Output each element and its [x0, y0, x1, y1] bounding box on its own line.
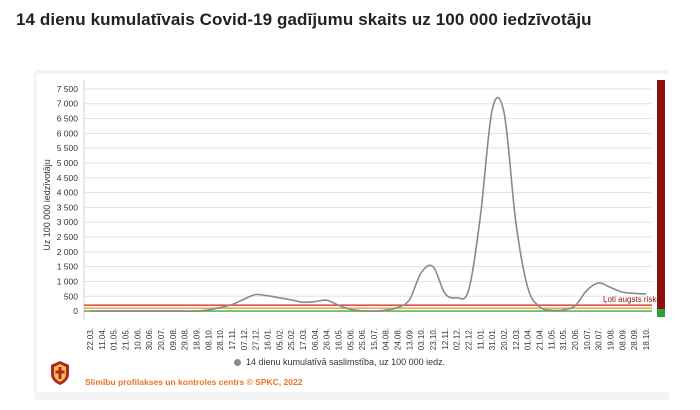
x-tick-label: 05.06.	[346, 328, 355, 350]
x-tick-label: 18.09.	[192, 328, 201, 350]
x-tick-label: 08.09.	[618, 328, 627, 350]
x-tick-label: 08.10.	[204, 328, 213, 350]
risk-bar-high	[657, 80, 665, 310]
chart-card	[37, 74, 669, 392]
grid-lines	[83, 80, 652, 320]
y-tick-labels: 0 500 1 000 1 500 2 000 2 500 3 000 3 500 4 000 4…	[57, 84, 79, 316]
x-tick-label: 11.05.	[547, 328, 556, 350]
x-tick-label: 20.07.	[157, 328, 166, 350]
x-tick-label: 01.05.	[110, 328, 119, 350]
y-tick-label: 6 000	[57, 128, 79, 138]
y-tick-label: 2 500	[57, 232, 79, 242]
legend-marker-icon	[234, 358, 241, 366]
y-tick-label: 5 500	[57, 143, 79, 153]
x-tick-label: 28.09.	[630, 328, 639, 350]
y-tick-label: 4 000	[57, 188, 79, 198]
x-tick-label: 22.12.	[465, 328, 474, 350]
y-tick-label: 0	[73, 306, 78, 316]
x-tick-label: 10.07.	[583, 328, 592, 350]
x-tick-label: 16.01.	[263, 328, 272, 350]
x-tick-label: 03.10.	[417, 328, 426, 350]
x-tick-label: 15.07.	[370, 328, 379, 350]
x-tick-label: 31.01.	[488, 328, 497, 350]
y-tick-label: 4 500	[57, 173, 79, 183]
x-tick-label: 07.12.	[240, 328, 249, 350]
x-tick-label: 06.04.	[311, 328, 320, 350]
y-tick-label: 7 500	[57, 84, 79, 94]
x-tick-label: 11.01.	[476, 328, 485, 350]
risk-bar-low	[657, 309, 665, 318]
x-tick-label: 12.11.	[441, 328, 450, 350]
x-tick-label: 20.06.	[571, 328, 580, 350]
y-tick-label: 3 500	[57, 202, 79, 212]
x-tick-label: 31.05.	[559, 328, 568, 350]
x-tick-label: 10.06.	[133, 328, 142, 350]
x-tick-labels: 22.03. 11.04. 01.05. 21.05. 10.06. 30.06. 20.0…	[86, 328, 651, 350]
x-tick-label: 30.07.	[595, 328, 604, 350]
x-tick-label: 17.03.	[299, 328, 308, 350]
x-tick-label: 25.02.	[287, 328, 296, 350]
x-tick-label: 23.10.	[429, 328, 438, 350]
x-tick-label: 29.08.	[181, 328, 190, 350]
x-tick-label: 18.10.	[642, 328, 651, 350]
x-tick-label: 13.09.	[405, 328, 414, 350]
y-tick-label: 500	[64, 291, 78, 301]
x-tick-label: 11.04.	[98, 328, 107, 350]
y-tick-label: 7 000	[57, 99, 79, 109]
x-tick-label: 21.05.	[121, 328, 130, 350]
risk-scale-bar	[657, 80, 665, 318]
y-axis-label: Uz 100 000 iedzīvotāju	[42, 159, 52, 251]
risk-threshold-lines	[84, 304, 652, 312]
x-tick-label: 26.04.	[323, 328, 332, 350]
x-tick-label: 16.05.	[334, 328, 343, 350]
x-tick-label: 30.06.	[145, 328, 154, 350]
x-tick-label: 04.08.	[382, 328, 391, 350]
y-tick-label: 2 000	[57, 247, 79, 257]
series-line-cases	[89, 96, 647, 312]
x-tick-label: 24.08.	[394, 328, 403, 350]
chart-legend[interactable]: 14 dienu kumulatīvā saslimstība, uz 100 …	[234, 357, 445, 367]
x-tick-label: 12.03.	[512, 328, 521, 350]
threshold-label-very-high-risk: Ļoti augsts risks	[603, 295, 660, 304]
x-tick-label: 01.04.	[524, 328, 533, 350]
page-title: 14 dienu kumulatīvais Covid-19 gadījumu …	[16, 10, 592, 29]
x-tick-label: 02.12.	[453, 328, 462, 350]
x-tick-label: 25.06.	[358, 328, 367, 350]
x-tick-label: 05.02.	[275, 328, 284, 350]
x-tick-label: 22.03.	[86, 328, 95, 350]
y-tick-label: 3 000	[57, 217, 79, 227]
legend-entry-cases: 14 dienu kumulatīvā saslimstība, uz 100 …	[246, 357, 446, 367]
x-tick-label: 17.11.	[228, 328, 237, 350]
source-credit: Slimību profilakses un kontroles centrs …	[85, 377, 303, 387]
x-tick-label: 21.04.	[536, 328, 545, 350]
x-tick-label: 27.12.	[252, 328, 261, 350]
y-tick-label: 5 000	[57, 158, 79, 168]
x-tick-label: 09.08.	[169, 328, 178, 350]
x-tick-label: 28.10.	[216, 328, 225, 350]
spkc-crest-icon	[51, 361, 69, 385]
y-tick-label: 1 500	[57, 262, 79, 272]
x-tick-label: 20.02.	[500, 328, 509, 350]
x-tick-label: 19.08.	[607, 328, 616, 350]
y-tick-label: 6 500	[57, 114, 79, 124]
y-tick-label: 1 000	[57, 276, 79, 286]
